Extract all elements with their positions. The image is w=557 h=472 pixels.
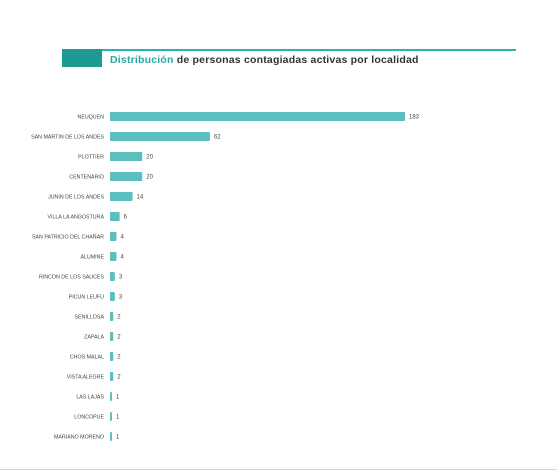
category-label-vista-alegre: VISTA ALEGRE	[67, 375, 105, 381]
chart-title-rest: de personas contagiadas activas por loca…	[173, 54, 419, 66]
value-label-picun-leufu: 3	[119, 295, 123, 301]
category-label-plottier: PLOTTIER	[78, 155, 104, 161]
bar-villa-la-angostura	[110, 212, 120, 221]
category-label-villa-la-angostura: VILLA LA ANGOSTURA	[47, 215, 104, 221]
bar-loncopue	[110, 412, 112, 421]
category-label-chos-malal: CHOS MALAL	[70, 355, 104, 361]
value-label-zapala: 2	[117, 335, 121, 341]
category-label-senillosa: SENILLOSA	[75, 315, 105, 321]
category-label-centenario: CENTENARIO	[69, 175, 104, 181]
bar-alumine	[110, 252, 117, 261]
value-label-san-patricio-del-chanar: 4	[120, 235, 124, 241]
bar-las-lajas	[110, 392, 112, 401]
value-label-centenario: 20	[146, 175, 153, 181]
chart-title: Distribución de personas contagiadas act…	[110, 54, 419, 66]
bar-plottier	[110, 152, 143, 161]
bar-centenario	[110, 172, 143, 181]
page-bottom-rule	[0, 469, 557, 470]
value-label-senillosa: 2	[117, 315, 121, 321]
category-label-loncopue: LONCOPUE	[74, 415, 104, 421]
category-label-zapala: ZAPALA	[84, 335, 104, 341]
bar-picun-leufu	[110, 292, 115, 301]
bar-senillosa	[110, 312, 114, 321]
value-label-villa-la-angostura: 6	[124, 215, 128, 221]
value-label-san-martin-de-los-andes: 62	[214, 135, 221, 141]
bar-neuquen	[110, 112, 405, 121]
category-label-san-martin-de-los-andes: SAN MARTIN DE LOS ANDES	[31, 135, 104, 141]
bar-san-martin-de-los-andes	[110, 132, 210, 141]
value-label-chos-malal: 2	[117, 355, 121, 361]
value-label-loncopue: 1	[116, 415, 120, 421]
chart-title-accent: Distribución	[110, 54, 174, 66]
bar-chos-malal	[110, 352, 114, 361]
value-label-vista-alegre: 2	[117, 375, 121, 381]
category-label-picun-leufu: PICUN LEUFU	[69, 295, 104, 301]
bar-rincon-de-los-sauces	[110, 272, 115, 281]
category-label-mariano-moreno: MARIANO MORENO	[54, 435, 104, 441]
bar-zapala	[110, 332, 114, 341]
title-underline	[62, 49, 516, 51]
bar-mariano-moreno	[110, 432, 112, 441]
value-label-rincon-de-los-sauces: 3	[119, 275, 123, 281]
category-label-rincon-de-los-sauces: RINCON DE LOS SAUCES	[39, 275, 105, 281]
title-color-swatch	[62, 49, 102, 67]
chart-title-block: Distribución de personas contagiadas act…	[62, 49, 516, 69]
value-label-las-lajas: 1	[116, 395, 120, 401]
bar-san-patricio-del-chanar	[110, 232, 117, 241]
value-label-junin-de-los-andes: 14	[137, 195, 144, 201]
bar-junin-de-los-andes	[110, 192, 133, 201]
category-label-neuquen: NEUQUEN	[78, 115, 105, 121]
category-label-junin-de-los-andes: JUNIN DE LOS ANDES	[48, 195, 104, 201]
value-label-neuquen: 183	[409, 115, 420, 121]
category-label-alumine: ALUMINE	[80, 255, 104, 261]
bar-vista-alegre	[110, 372, 114, 381]
category-label-san-patricio-del-chanar: SAN PATRICIO DEL CHAÑAR	[32, 234, 104, 241]
category-label-las-lajas: LAS LAJAS	[76, 395, 104, 401]
value-label-mariano-moreno: 1	[116, 435, 120, 441]
value-label-alumine: 4	[120, 255, 124, 261]
value-label-plottier: 20	[146, 155, 153, 161]
